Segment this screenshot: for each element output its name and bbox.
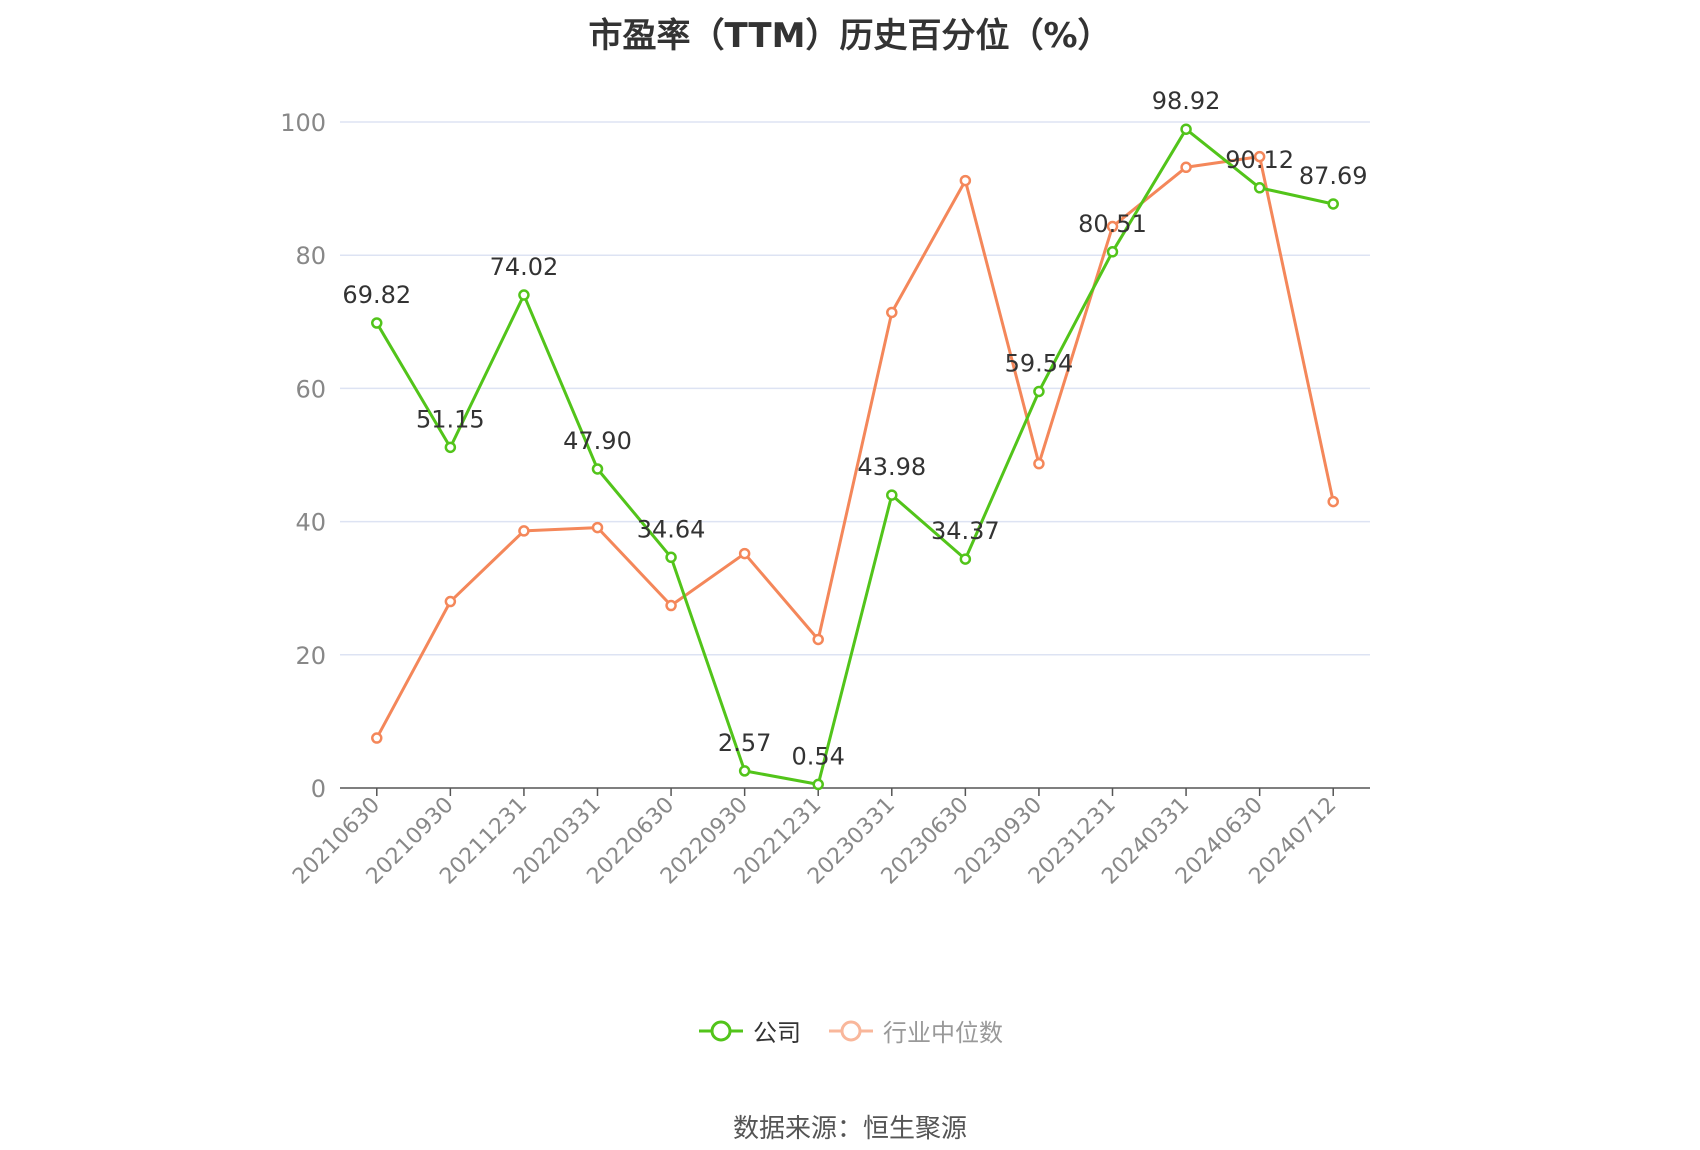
axes: 0204060801002021063020210930202112312022…	[280, 109, 1370, 889]
data-point[interactable]	[518, 525, 530, 537]
data-point[interactable]	[738, 765, 751, 777]
data-label: 51.15	[416, 405, 485, 433]
data-point[interactable]	[518, 289, 530, 301]
data-point[interactable]	[665, 551, 677, 564]
legend-label-company: 公司	[753, 1019, 801, 1047]
data-label: 59.54	[1005, 349, 1074, 377]
data-label: 47.90	[563, 427, 632, 455]
data-point[interactable]	[1033, 457, 1045, 470]
data-label: 0.54	[791, 742, 844, 770]
chart-title: 市盈率（TTM）历史百分位（%）	[588, 16, 1112, 56]
data-point[interactable]	[1253, 182, 1266, 194]
series-line-company	[375, 127, 1334, 786]
data-point[interactable]	[591, 463, 604, 475]
data-point[interactable]	[1253, 150, 1266, 163]
y-tick-label: 80	[295, 242, 326, 270]
data-label: 34.64	[637, 515, 706, 543]
data-point[interactable]	[665, 599, 677, 612]
legend-industry-icon	[829, 1020, 873, 1041]
data-point[interactable]	[444, 441, 457, 454]
data-point[interactable]	[591, 521, 604, 534]
data-label: 98.92	[1152, 87, 1221, 115]
data-source: 数据来源：恒生聚源	[732, 1114, 967, 1144]
data-point[interactable]	[371, 317, 383, 329]
data-point[interactable]	[959, 174, 972, 187]
legend-label-industry: 行业中位数	[883, 1019, 1003, 1047]
y-tick-label: 100	[280, 109, 326, 137]
series-line-industry	[375, 155, 1335, 739]
data-point[interactable]	[1180, 123, 1192, 135]
data-label: 80.51	[1078, 210, 1147, 238]
data-label: 34.37	[931, 517, 1000, 545]
data-labels: 69.82 51.15 74.02 47.90 34.64 2.57 0.54 43.98 34…	[342, 87, 1367, 770]
y-tick-label: 60	[295, 375, 326, 403]
legend-item-company[interactable]: 公司	[697, 1013, 801, 1048]
data-point[interactable]	[444, 595, 457, 608]
data-point[interactable]	[1033, 385, 1045, 398]
data-point[interactable]	[1327, 495, 1339, 508]
y-tick-label: 0	[311, 775, 326, 803]
data-point[interactable]	[1327, 198, 1339, 210]
data-point[interactable]	[1180, 161, 1192, 174]
data-point[interactable]	[1106, 220, 1119, 233]
y-tick-label: 40	[295, 509, 326, 537]
data-label: 43.98	[857, 453, 926, 481]
series	[371, 123, 1339, 791]
data-point[interactable]	[812, 778, 824, 791]
data-point[interactable]	[371, 732, 383, 744]
data-label: 74.02	[490, 253, 559, 281]
data-label: 87.69	[1299, 162, 1368, 190]
legend-company-icon	[699, 1020, 743, 1041]
grid-lines	[340, 121, 1370, 656]
legend-item-industry[interactable]: 行业中位数	[827, 1013, 1003, 1048]
legend: 公司 行业中位数	[0, 1013, 1700, 1048]
data-point[interactable]	[738, 547, 751, 560]
data-label: 2.57	[718, 729, 771, 757]
data-point[interactable]	[886, 489, 898, 501]
y-tick-label: 20	[295, 642, 326, 670]
data-point[interactable]	[1106, 246, 1119, 258]
data-label: 90.12	[1225, 146, 1294, 174]
data-point[interactable]	[886, 306, 898, 319]
data-point[interactable]	[812, 633, 824, 646]
data-label: 69.82	[342, 281, 411, 309]
data-point[interactable]	[959, 553, 972, 565]
